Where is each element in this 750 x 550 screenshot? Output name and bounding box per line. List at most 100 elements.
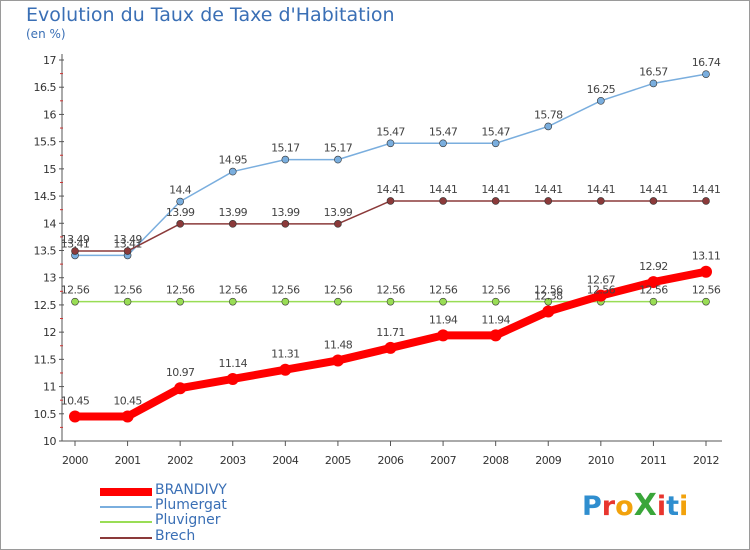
- data-point-pluvigner: [334, 297, 342, 306]
- data-point-pluvigner: [649, 297, 658, 306]
- x-tick-label: 2002: [167, 454, 193, 467]
- data-point-brandivy: [331, 354, 344, 367]
- series-layer: [69, 70, 712, 423]
- data-point-plumergat: [176, 197, 184, 206]
- x-tick-label: 2007: [430, 454, 456, 467]
- data-point-plumergat: [544, 122, 553, 131]
- y-tick-label: 17: [43, 54, 56, 67]
- data-label-brandivy: 10.97: [166, 366, 195, 379]
- data-label-pluvigner: 12.56: [376, 284, 405, 297]
- data-label-brandivy: 13.11: [692, 250, 721, 263]
- x-tick-label: 2005: [325, 454, 351, 467]
- data-point-pluvigner: [176, 297, 184, 306]
- data-label-pluvigner: 12.56: [219, 284, 248, 297]
- data-label-brandivy: 10.45: [61, 395, 90, 408]
- data-label-pluvigner: 12.56: [61, 284, 90, 297]
- logo-letter: r: [601, 491, 616, 522]
- logo-letter: P: [582, 491, 602, 522]
- data-point-pluvigner: [71, 297, 79, 306]
- x-tick-label: 2000: [62, 454, 88, 467]
- data-point-brech: [491, 197, 500, 205]
- data-label-pluvigner: 12.56: [639, 284, 668, 297]
- y-tick-label: 14.5: [34, 190, 57, 203]
- data-label-plumergat: 14.95: [219, 154, 248, 167]
- data-label-pluvigner: 12.56: [166, 284, 195, 297]
- data-label-brandivy: 11.48: [324, 338, 353, 351]
- data-point-pluvigner: [544, 297, 553, 306]
- data-label-brech: 13.99: [324, 206, 353, 219]
- data-label-brandivy: 10.45: [113, 395, 142, 408]
- data-point-brandivy: [437, 329, 450, 342]
- x-tick-label: 2009: [535, 454, 561, 467]
- y-tick-label: 13.5: [34, 245, 57, 258]
- data-label-brandivy: 12.92: [639, 260, 668, 273]
- data-point-pluvigner: [439, 297, 447, 306]
- chart-title: Evolution du Taux de Taxe d'Habitation: [26, 4, 395, 26]
- data-point-plumergat: [439, 139, 447, 148]
- data-label-plumergat: 14.4: [169, 184, 192, 197]
- data-point-brech: [281, 220, 290, 228]
- legend-item-brech: Brech: [100, 528, 320, 546]
- data-point-brandivy: [174, 382, 187, 395]
- y-tick-label: 10.5: [34, 408, 57, 421]
- data-label-brandivy: 11.14: [219, 357, 248, 370]
- data-point-plumergat: [334, 155, 342, 164]
- data-point-brandivy: [594, 289, 607, 302]
- data-point-pluvigner: [228, 297, 237, 306]
- data-label-plumergat: 15.47: [429, 125, 458, 138]
- y-tick-label: 12.5: [34, 299, 57, 312]
- data-point-pluvigner: [702, 297, 710, 306]
- legend-swatch-brandivy: [100, 488, 152, 496]
- data-label-plumergat: 15.78: [534, 108, 563, 121]
- data-point-plumergat: [649, 79, 658, 88]
- data-label-pluvigner: 12.56: [324, 284, 353, 297]
- legend-item-plumergat: Plumergat: [100, 497, 320, 515]
- data-label-brech: 14.41: [376, 183, 405, 196]
- data-point-brech: [649, 197, 658, 205]
- legend-label-pluvigner: Pluvigner: [155, 512, 221, 528]
- data-point-brech: [71, 247, 79, 255]
- legend-swatch-brech: [100, 537, 152, 539]
- data-label-pluvigner: 12.56: [692, 284, 721, 297]
- data-label-pluvigner: 12.56: [481, 284, 510, 297]
- unit-label: (en %): [26, 27, 66, 41]
- y-tick-label: 16: [43, 108, 56, 121]
- data-label-brandivy: 11.31: [271, 348, 300, 361]
- data-point-brandivy: [489, 329, 502, 342]
- y-tick-label: 15: [43, 163, 56, 176]
- data-label-pluvigner: 12.56: [271, 284, 300, 297]
- data-label-plumergat: 15.17: [324, 142, 353, 155]
- legend-swatch-plumergat: [100, 506, 152, 508]
- data-point-brech: [176, 220, 184, 228]
- data-point-pluvigner: [123, 297, 132, 306]
- data-point-pluvigner: [281, 297, 290, 306]
- x-tick-label: 2006: [378, 454, 404, 467]
- data-label-plumergat: 16.25: [587, 83, 616, 96]
- logo-letter: o: [615, 491, 634, 522]
- data-point-brandivy: [121, 410, 134, 423]
- data-point-brech: [386, 197, 395, 205]
- legend-item-brandivy: BRANDIVY: [100, 482, 320, 500]
- series-line-plumergat: [74, 73, 707, 257]
- data-label-plumergat: 15.17: [271, 142, 300, 155]
- y-tick-label: 11.5: [34, 353, 57, 366]
- data-point-plumergat: [386, 139, 395, 148]
- data-point-pluvigner: [491, 297, 500, 306]
- x-tick-label: 2003: [220, 454, 246, 467]
- data-label-brech: 14.41: [429, 183, 458, 196]
- data-label-brech: 13.49: [113, 233, 142, 246]
- data-label-pluvigner: 12.56: [113, 284, 142, 297]
- data-point-brech: [439, 197, 447, 205]
- data-point-brech: [597, 197, 605, 205]
- data-point-plumergat: [702, 70, 710, 78]
- axes: 10 10.5 11 11.5 12 12.5 13 13.5 14 14.5 15 15.5 16 16…: [34, 54, 722, 467]
- data-label-pluvigner: 12.56: [587, 284, 616, 297]
- x-tick-label: 2001: [115, 454, 141, 467]
- data-point-brandivy: [226, 372, 239, 385]
- data-point-plumergat: [597, 97, 605, 105]
- data-label-brandivy: 11.94: [429, 313, 458, 326]
- x-tick-label: 2010: [588, 454, 614, 467]
- data-point-plumergat: [228, 167, 237, 176]
- data-point-brandivy: [647, 276, 660, 289]
